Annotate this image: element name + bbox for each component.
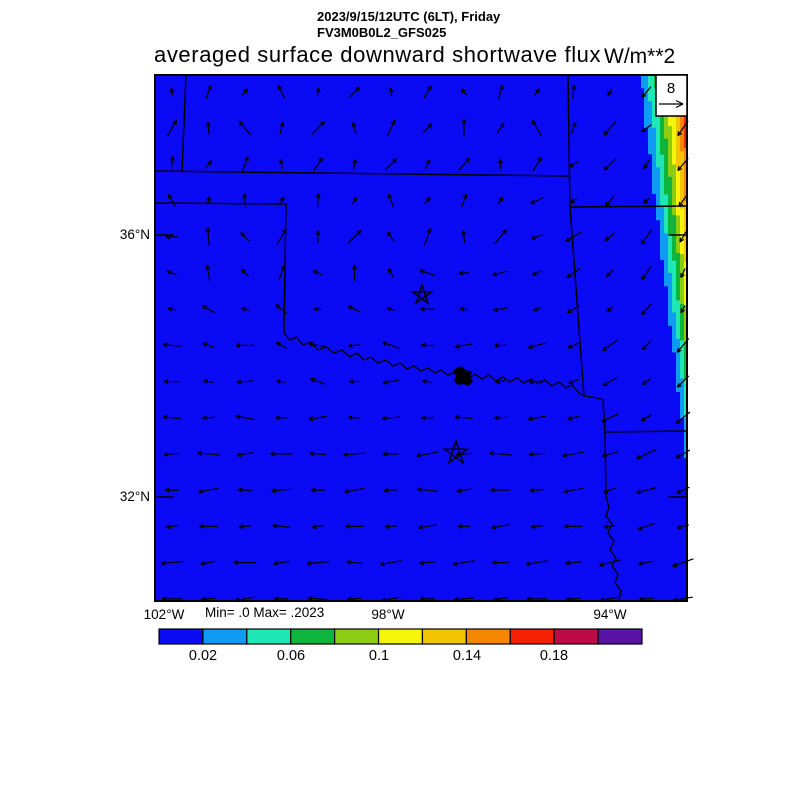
map-background-layer — [155, 75, 687, 601]
lon-label-102w: 102°W — [143, 607, 185, 622]
colorbar-tick-label: 0.14 — [452, 648, 482, 664]
colorbar-segment — [246, 628, 292, 645]
colorbar-segment — [377, 628, 424, 645]
border-ks-mo — [567, 74, 571, 208]
lon-label-94w: 94°W — [593, 607, 627, 622]
border-panhandle — [154, 202, 287, 334]
reference-speed-value: 8 — [667, 80, 675, 97]
lat-label-36n: 36°N — [119, 227, 150, 242]
reference-box-rect — [655, 74, 688, 117]
lon-label-98w: 98°W — [371, 607, 405, 622]
border-co-ks — [181, 74, 187, 172]
wind-reference-box: 8 — [655, 74, 688, 117]
border-ar-la — [604, 430, 688, 433]
city-star-marker — [410, 282, 434, 306]
colorbar-segment — [334, 628, 380, 645]
plot-title: averaged surface downward shortwave flux — [154, 42, 602, 67]
colorbar-segment — [509, 628, 555, 645]
colorbar-tick-label: 0.02 — [188, 648, 218, 664]
city-star-markers — [410, 282, 470, 465]
colorbar-segment — [202, 628, 248, 645]
border-mo-ar — [569, 205, 688, 208]
colorbar-segment — [421, 628, 467, 645]
border-37n — [154, 170, 570, 177]
reference-arrow-icon — [659, 99, 684, 109]
units-label: W/m**2 — [604, 45, 676, 68]
colorbar — [158, 628, 643, 645]
colorbar-tick-label: 0.06 — [276, 648, 306, 664]
red-river — [283, 332, 604, 401]
city-star-marker — [442, 438, 470, 465]
colorbar-segment — [158, 628, 204, 645]
wind-arrows-layer — [160, 84, 694, 603]
colorbar-tick-label: 0.1 — [368, 648, 390, 664]
colorbar-tick-label: 0.18 — [539, 648, 569, 664]
border-ok-ar — [569, 206, 585, 397]
sabine-river — [605, 496, 622, 602]
minmax-label: Min= .0 Max= .2023 — [205, 605, 325, 620]
colorbar-segment — [597, 628, 643, 645]
flux-gradient-band — [641, 75, 688, 458]
map-frame — [154, 74, 688, 602]
colorbar-segment — [465, 628, 511, 645]
model-header: FV3M0B0L2_GFS025 — [317, 25, 447, 40]
colorbar-segment — [290, 628, 336, 645]
colorbar-segment — [553, 628, 599, 645]
datetime-header: 2023/9/15/12UTC (6LT), Friday — [317, 9, 501, 24]
lat-label-32n: 32°N — [119, 489, 150, 504]
